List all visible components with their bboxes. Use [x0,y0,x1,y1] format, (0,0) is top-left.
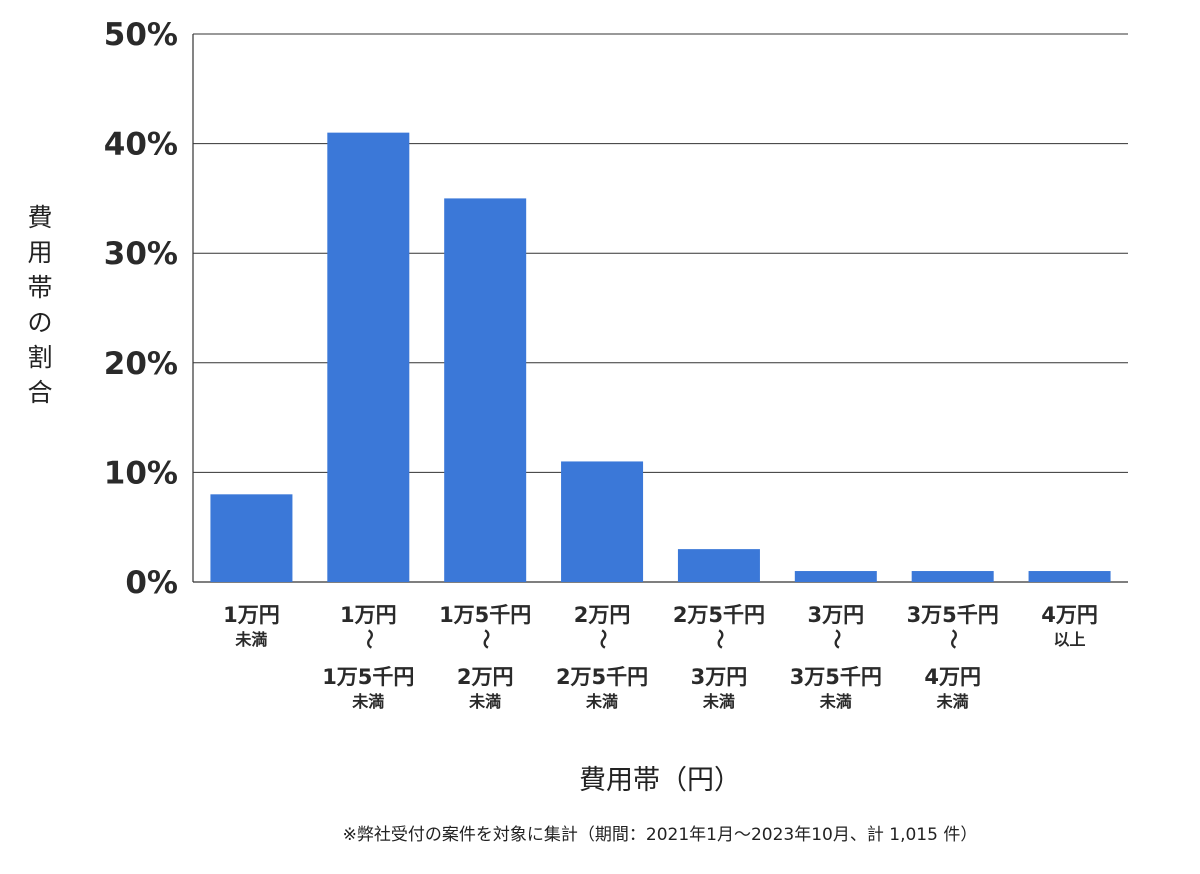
x-tick-label: 未満 [234,630,267,649]
x-tick-range-mark: ～ [825,629,849,649]
bar [677,549,760,582]
x-tick-label: 3万円 [808,603,865,627]
x-tick-range-mark: ～ [591,629,615,649]
x-tick-label: 2万5千円 [556,665,648,689]
x-tick-label: 4万円 [1041,603,1098,627]
x-tick-label: 以上 [1054,630,1086,649]
y-axis-label: 費 用 帯 の 割 合 [27,203,53,407]
x-axis-label: 費用帯（円） [579,765,741,796]
x-tick-label: 未満 [819,692,852,711]
x-tick-range-mark: ～ [942,629,966,649]
x-tick-range-mark: ～ [474,629,498,649]
x-tick-label: 未満 [702,692,735,711]
x-tick-label: 1万5千円 [322,665,414,689]
y-tick-label: 30% [104,236,178,272]
x-tick-label: 未満 [468,692,501,711]
bar [911,571,994,582]
bar [327,132,410,582]
x-tick-label: 4万円 [924,665,981,689]
bar [444,198,527,582]
x-tick-label: 1万円 [223,603,280,627]
y-tick-label: 20% [104,346,178,382]
footnote: ※弊社受付の案件を対象に集計（期間：2021年1月～2023年10月、計 1,0… [342,825,978,845]
bar [1028,571,1111,582]
x-tick-label: 2万円 [574,603,631,627]
x-tick-label: 未満 [585,692,618,711]
x-tick-label: 3万5千円 [907,603,999,627]
x-tick-label: 3万5千円 [790,665,882,689]
x-tick-label: 3万円 [691,665,748,689]
x-tick-range-mark: ～ [357,629,381,649]
x-tick-label: 1万5千円 [439,603,531,627]
y-tick-label: 50% [104,17,178,53]
bar [561,461,644,582]
y-tick-label: 0% [125,565,178,601]
x-tick-label: 2万円 [457,665,514,689]
x-tick-label: 1万円 [340,603,397,627]
bar [794,571,877,582]
x-tick-label: 2万5千円 [673,603,765,627]
x-tick-label: 未満 [351,692,384,711]
y-tick-label: 10% [104,455,178,491]
x-tick-range-mark: ～ [708,629,732,649]
x-tick-label: 未満 [936,692,969,711]
bar [210,494,293,582]
y-tick-label: 40% [104,127,178,163]
